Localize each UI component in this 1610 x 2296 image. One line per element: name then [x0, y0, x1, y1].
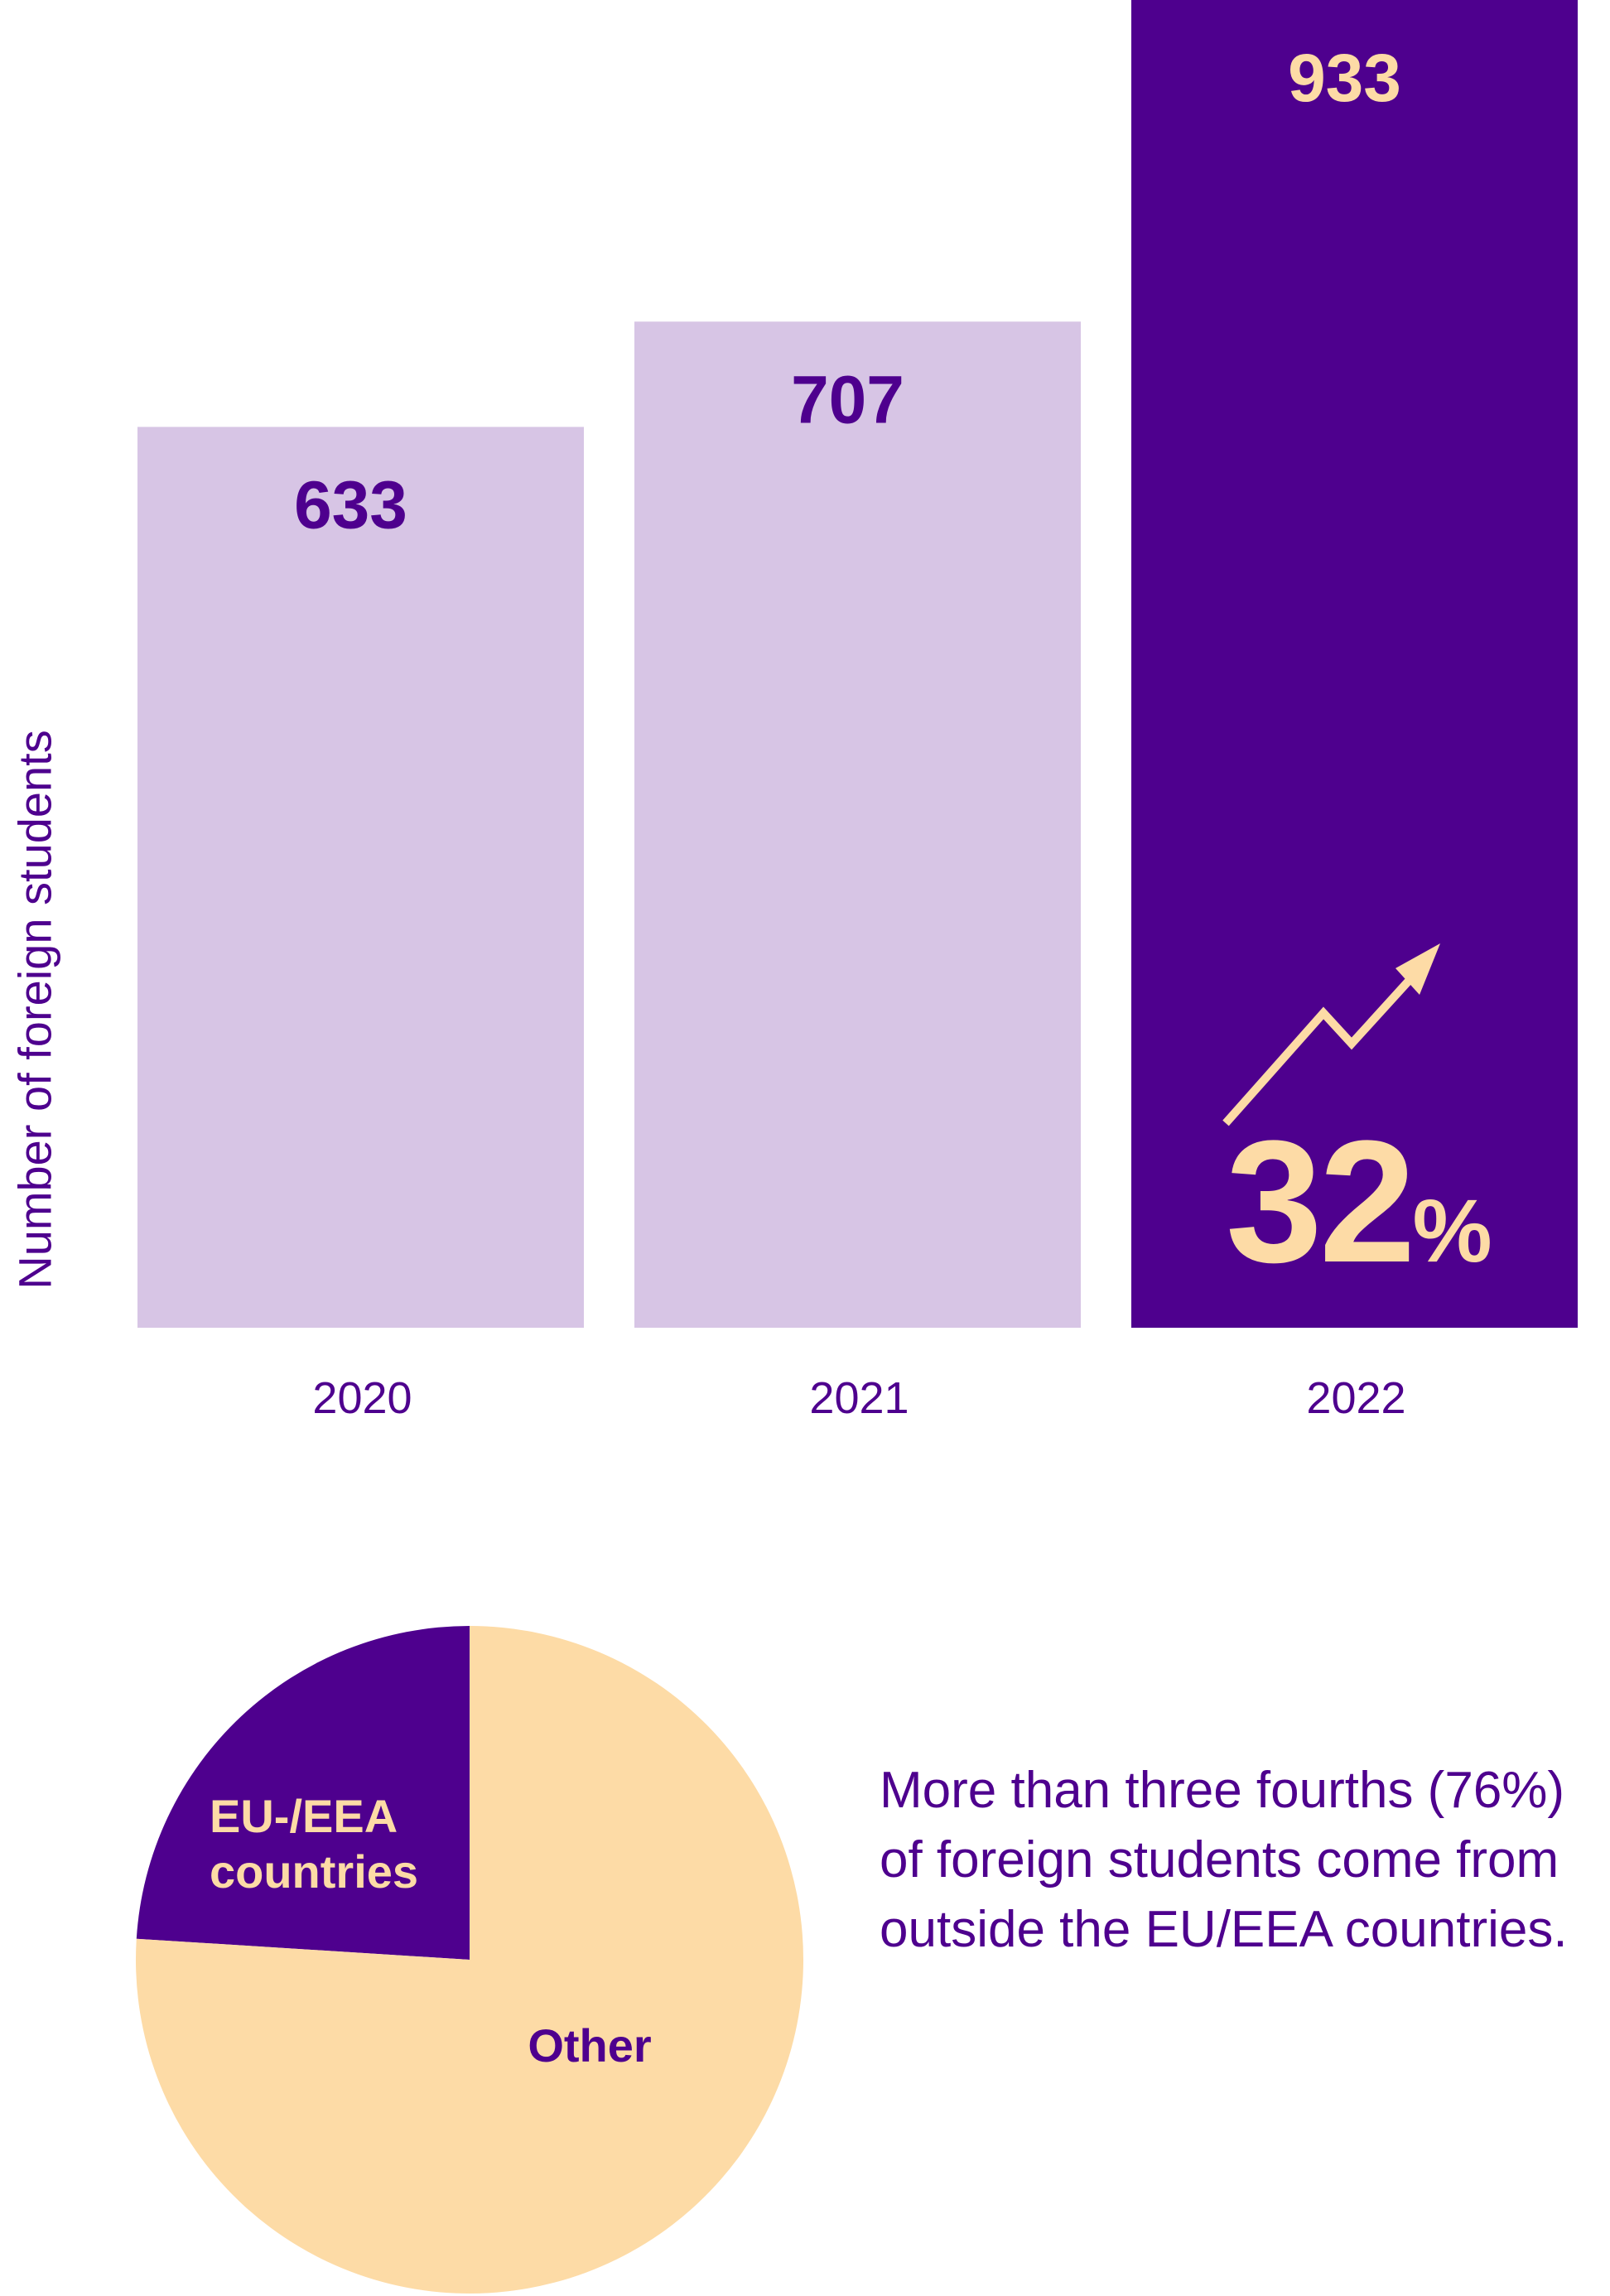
x-tick-label-2022: 2022 [1306, 1373, 1405, 1423]
data-label-2020: 633 [294, 467, 407, 543]
pie-slice-other [135, 1626, 803, 2294]
pie-label-eu-eea-line2: countries [210, 1845, 418, 1898]
bar-2020 [137, 427, 584, 1328]
pie-label-other: Other [528, 2019, 651, 2072]
pie-label-eu-eea-line1: EU-/EEA [210, 1790, 398, 1842]
data-label-2021: 707 [791, 362, 904, 437]
y-axis-label: Number of foreign students [8, 730, 61, 1290]
x-tick-label-2021: 2021 [809, 1373, 909, 1423]
pie-slice-eu-eea [136, 1626, 470, 1960]
x-tick-label-2020: 2020 [312, 1373, 412, 1423]
growth-unit: % [1412, 1180, 1492, 1281]
trend-up-arrow-icon [1222, 967, 1421, 1126]
pie-note: More than three fourths (76%) of foreign… [880, 1762, 1568, 1958]
bar-2022 [1131, 0, 1578, 1328]
bar-2021 [634, 321, 1081, 1328]
growth-value: 32 [1226, 1104, 1416, 1299]
data-label-2022: 933 [1288, 41, 1401, 116]
trend-arrow-head-icon [1395, 943, 1440, 995]
growth-annotation: 32% [1226, 1102, 1492, 1302]
